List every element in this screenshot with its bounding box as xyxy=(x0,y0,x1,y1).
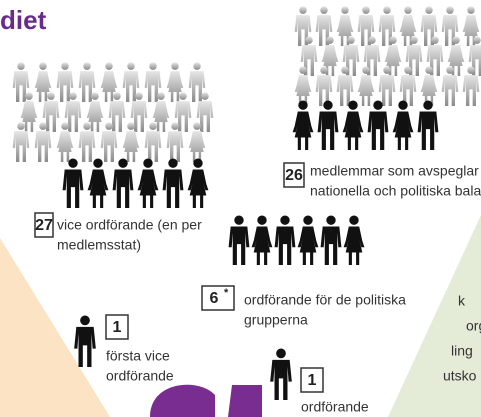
person-icon xyxy=(379,66,396,106)
group-label: medlemmar som avspeglar den xyxy=(310,163,481,179)
group-label: vice ordförande (en per xyxy=(57,217,202,233)
count: 26 xyxy=(285,167,303,184)
count: 27 xyxy=(35,217,53,234)
person-icon xyxy=(344,216,365,265)
person-icon xyxy=(318,101,339,150)
person-icon xyxy=(113,159,134,208)
infographic: diet 27vice ordförande (en per medlemssta… xyxy=(0,0,481,417)
group-label: ordförande xyxy=(106,368,174,384)
side-text: ling xyxy=(451,343,473,359)
group-label: ordförande xyxy=(301,399,369,415)
side-text: org xyxy=(466,318,481,334)
person-icon xyxy=(138,159,159,208)
side-text: k xyxy=(458,293,466,309)
person-icon xyxy=(88,159,109,208)
person-icon xyxy=(270,349,292,400)
person-icon xyxy=(188,159,209,208)
person-icon xyxy=(421,66,438,106)
person-icon xyxy=(74,316,96,367)
person-icon xyxy=(321,216,342,265)
person-icon xyxy=(400,66,417,106)
bg-green xyxy=(388,215,481,417)
person-icon xyxy=(63,159,84,208)
person-icon xyxy=(393,101,414,150)
side-text: utsko xyxy=(443,368,477,384)
person-icon xyxy=(163,159,184,208)
person-icon xyxy=(343,101,364,150)
person-icon xyxy=(229,216,250,265)
person-icon xyxy=(293,101,314,150)
bg-purple-digit xyxy=(150,385,262,417)
person-icon xyxy=(368,101,389,150)
count: 6 xyxy=(210,290,219,307)
person-icon xyxy=(442,66,459,106)
person-icon xyxy=(298,216,319,265)
people-icons xyxy=(13,6,481,400)
person-icon xyxy=(358,66,375,106)
person-icon xyxy=(463,66,480,106)
group-label: medlemsstat) xyxy=(57,237,141,253)
person-icon xyxy=(337,66,354,106)
count: 1 xyxy=(113,319,122,336)
group-label: nationella och politiska balansen xyxy=(310,183,481,199)
count: 1 xyxy=(308,372,317,389)
title: diet xyxy=(0,5,47,35)
person-icon xyxy=(418,101,439,150)
group-label: första vice xyxy=(106,348,170,364)
group-label: ordförande för de politiska xyxy=(244,292,406,308)
person-icon xyxy=(252,216,273,265)
count-marker: * xyxy=(224,287,229,299)
person-icon xyxy=(275,216,296,265)
person-icon xyxy=(295,66,312,106)
person-icon xyxy=(316,66,333,106)
group-label: grupperna xyxy=(244,312,308,328)
